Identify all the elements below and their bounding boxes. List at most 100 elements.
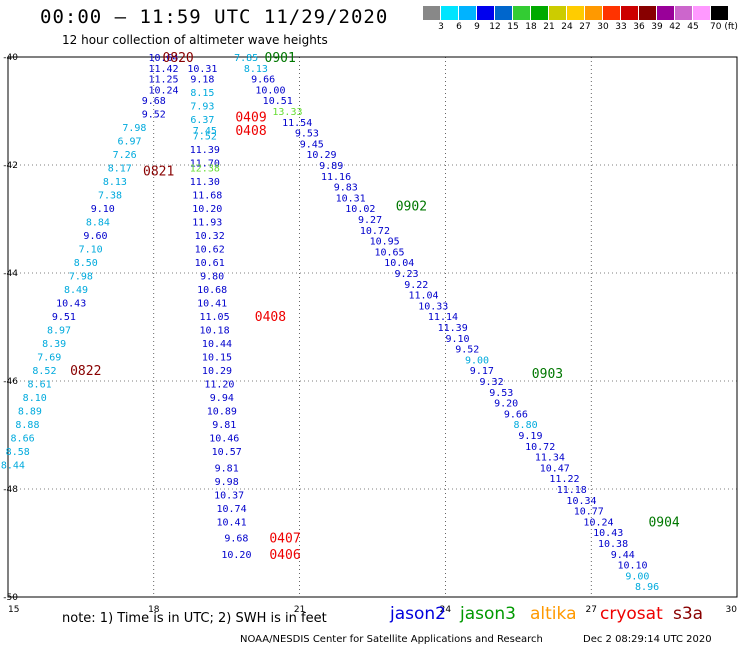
wave-height-label: 9.81 bbox=[215, 463, 239, 474]
wave-height-label: 9.20 bbox=[494, 399, 518, 410]
wave-height-label: 10.04 bbox=[384, 258, 414, 269]
wave-height-label: 10.18 bbox=[199, 326, 229, 337]
wave-height-label: 10.41 bbox=[197, 299, 227, 310]
wave-height-label: 9.45 bbox=[300, 139, 324, 150]
color-scale-label: 15 bbox=[507, 22, 519, 32]
wave-height-label: 7.93 bbox=[190, 102, 214, 113]
pass-time-annotation: 0406 bbox=[269, 548, 300, 563]
x-tick-label: 21 bbox=[294, 605, 305, 615]
wave-height-label: 9.32 bbox=[480, 377, 504, 388]
wave-height-label: 9.66 bbox=[251, 75, 275, 86]
color-scale-label: 9 bbox=[474, 22, 480, 32]
color-scale-label: 70 (ft) bbox=[710, 22, 738, 32]
wave-height-label: 10.62 bbox=[195, 245, 225, 256]
wave-height-label: 7.52 bbox=[193, 131, 217, 142]
wave-height-label: 9.66 bbox=[504, 409, 528, 420]
color-scale-swatch bbox=[441, 6, 458, 20]
wave-height-label: 10.43 bbox=[56, 299, 86, 310]
wave-height-label: 6.37 bbox=[190, 115, 214, 126]
wave-height-label: 8.13 bbox=[103, 177, 127, 188]
color-scale-label: 36 bbox=[633, 22, 645, 32]
wave-height-label: 10.43 bbox=[593, 528, 623, 539]
wave-height-label: 8.80 bbox=[514, 420, 538, 431]
color-scale-swatch bbox=[603, 6, 620, 20]
wave-height-label: 8.10 bbox=[23, 393, 47, 404]
wave-height-label: 12.38 bbox=[190, 164, 220, 175]
color-scale-label: 3 bbox=[438, 22, 444, 32]
wave-height-label: 10.89 bbox=[207, 407, 237, 418]
pass-time-annotation: 0822 bbox=[70, 364, 101, 379]
wave-height-label: 9.23 bbox=[394, 269, 418, 280]
wave-height-label: 10.33 bbox=[418, 301, 448, 312]
color-scale-label: 42 bbox=[669, 22, 681, 32]
color-scale-label: 6 bbox=[456, 22, 462, 32]
wave-height-label: 8.49 bbox=[64, 285, 88, 296]
wave-height-label: 11.18 bbox=[557, 485, 587, 496]
wave-height-label: 11.39 bbox=[190, 145, 220, 156]
wave-height-label: 11.34 bbox=[535, 453, 565, 464]
color-scale-label: 30 bbox=[597, 22, 609, 32]
wave-height-label: 9.10 bbox=[91, 204, 115, 215]
wave-height-label: 9.89 bbox=[319, 161, 343, 172]
wave-height-label: 9.81 bbox=[212, 420, 236, 431]
pass-time-annotation: 0409 bbox=[235, 110, 266, 125]
wave-height-label: 9.19 bbox=[518, 431, 542, 442]
wave-height-label: 9.51 bbox=[52, 312, 76, 323]
y-tick-label: -48 bbox=[3, 485, 18, 495]
wave-height-label: 9.10 bbox=[446, 334, 470, 345]
wave-height-label: 11.39 bbox=[438, 323, 468, 334]
wave-height-label: 9.00 bbox=[465, 355, 489, 366]
pass-time-annotation: 0903 bbox=[532, 367, 563, 382]
wave-height-label: 10.32 bbox=[195, 231, 225, 242]
wave-height-label: 7.85 bbox=[234, 53, 258, 64]
wave-height-label: 10.34 bbox=[566, 496, 596, 507]
wave-height-label: 11.20 bbox=[204, 380, 234, 391]
pass-time-annotation: 0904 bbox=[648, 515, 679, 530]
pass-time-annotation: 0407 bbox=[269, 532, 300, 547]
wave-height-label: 8.44 bbox=[1, 461, 25, 472]
wave-height-label: 10.46 bbox=[209, 434, 239, 445]
wave-height-label: 9.44 bbox=[611, 550, 635, 561]
wave-height-label: 11.93 bbox=[192, 218, 222, 229]
wave-height-label: 8.89 bbox=[18, 407, 42, 418]
color-scale-swatch bbox=[477, 6, 494, 20]
wave-height-label: 9.94 bbox=[210, 393, 234, 404]
wave-height-label: 11.05 bbox=[199, 312, 229, 323]
color-scale-label: 18 bbox=[525, 22, 537, 32]
wave-height-label: 9.83 bbox=[334, 183, 358, 194]
wave-height-label: 10.29 bbox=[306, 150, 336, 161]
wave-height-label: 10.00 bbox=[255, 85, 285, 96]
y-tick-label: -44 bbox=[3, 269, 18, 279]
wave-height-label: 9.80 bbox=[200, 272, 224, 283]
x-tick-label: 24 bbox=[440, 605, 452, 615]
wave-height-label: 10.72 bbox=[525, 442, 555, 453]
wave-height-label: 7.10 bbox=[79, 245, 103, 256]
wave-height-label: 10.10 bbox=[617, 561, 647, 572]
color-scale-swatch bbox=[657, 6, 674, 20]
wave-height-label: 7.69 bbox=[37, 353, 61, 364]
wave-height-label: 7.38 bbox=[98, 191, 122, 202]
color-scale-label: 45 bbox=[687, 22, 699, 32]
wave-height-label: 10.74 bbox=[217, 504, 247, 515]
wave-height-label: 9.18 bbox=[190, 75, 214, 86]
wave-height-label: 9.68 bbox=[224, 534, 248, 545]
color-scale-swatch bbox=[549, 6, 566, 20]
pass-time-annotation: 0820 bbox=[162, 51, 193, 66]
color-scale-label: 24 bbox=[561, 22, 573, 32]
y-tick-label: -40 bbox=[3, 53, 18, 63]
wave-height-label: 10.29 bbox=[202, 366, 232, 377]
wave-height-label: 10.37 bbox=[214, 490, 244, 501]
legend-altika: altika bbox=[530, 604, 577, 624]
color-scale-swatch bbox=[459, 6, 476, 20]
wave-height-label: 10.51 bbox=[263, 96, 293, 107]
chart-subtitle: 12 hour collection of altimeter wave hei… bbox=[62, 33, 328, 47]
wave-height-label: 11.25 bbox=[148, 75, 178, 86]
pass-time-annotation: 0901 bbox=[265, 51, 296, 66]
pass-time-annotation: 0902 bbox=[396, 200, 427, 215]
color-scale-swatch bbox=[495, 6, 512, 20]
wave-height-label: 10.64 bbox=[148, 53, 178, 64]
wave-height-label: 10.24 bbox=[148, 85, 178, 96]
wave-height-label: 9.00 bbox=[625, 571, 649, 582]
x-tick-label: 15 bbox=[8, 605, 19, 615]
color-scale-swatch bbox=[621, 6, 638, 20]
